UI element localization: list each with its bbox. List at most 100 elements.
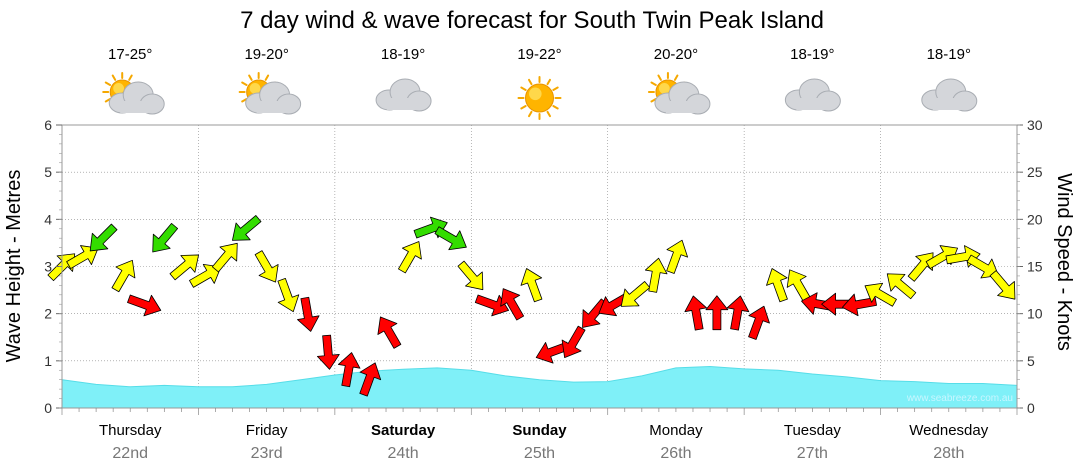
cloud-base: [665, 101, 698, 113]
sun-cloud-icon: [102, 72, 165, 115]
wind-arrow-shape: [620, 281, 651, 307]
sun-ray: [673, 74, 679, 81]
wind-arrow: [232, 215, 262, 241]
wind-arrow: [684, 295, 707, 331]
y-left-tick-label: 6: [44, 117, 52, 133]
day-label: Saturday: [371, 422, 436, 439]
wind-arrow: [359, 362, 382, 397]
wave-height-area: [61, 365, 1018, 409]
cloud-base: [256, 101, 289, 113]
wind-arrow-shape: [434, 226, 467, 251]
wind-arrow: [864, 282, 897, 307]
wind-arrow: [127, 294, 162, 317]
wind-arrow: [189, 263, 222, 288]
wind-arrow: [966, 254, 999, 279]
day-label: Sunday: [512, 422, 567, 439]
y-right-tick-label: 15: [1027, 259, 1043, 275]
sun-ray: [264, 74, 270, 81]
wind-arrow: [726, 295, 750, 331]
temperature-range: 19-20°: [244, 46, 288, 63]
wind-arrow-shape: [377, 316, 402, 349]
y-axis-right-title: Wind Speed - Knots: [1053, 173, 1075, 351]
sun-ray: [552, 86, 559, 91]
wind-arrow: [398, 241, 422, 274]
y-right-tick-label: 25: [1027, 164, 1043, 180]
y-left-tick-label: 1: [44, 353, 52, 369]
date-label: 25th: [524, 445, 555, 462]
wind-arrow-shape: [297, 296, 320, 332]
wind-arrow-shape: [89, 223, 118, 252]
wind-arrow-shape: [211, 242, 238, 273]
wind-arrow: [169, 254, 199, 281]
wind-arrow: [841, 293, 877, 317]
wind-arrow-shape: [169, 254, 199, 281]
day-label: Thursday: [99, 422, 162, 439]
sun-ray: [111, 74, 117, 81]
wind-arrow-shape: [127, 294, 162, 317]
sun-ray: [552, 105, 559, 110]
wind-arrow: [766, 268, 788, 303]
wind-arrow-shape: [500, 288, 525, 321]
wind-arrow: [666, 239, 689, 274]
sun-ray: [657, 74, 662, 81]
wind-arrow-shape: [152, 222, 179, 253]
sun-ray: [528, 110, 533, 118]
wind-arrow-shape: [520, 268, 543, 303]
y-left-tick-label: 5: [44, 164, 52, 180]
temperature-range: 18-19°: [790, 46, 834, 63]
wind-arrow: [434, 226, 467, 251]
sun-highlight: [249, 83, 261, 94]
sun-ray: [520, 105, 527, 110]
wind-arrow-shape: [726, 295, 750, 331]
sun-ray: [650, 98, 657, 103]
wind-arrow: [457, 260, 484, 291]
cloud-icon: [921, 78, 978, 112]
sun-cloud-icon: [238, 72, 302, 115]
sun-ray: [546, 110, 551, 118]
watermark: www.seabreeze.com.au: [906, 393, 1013, 404]
sun-icon: [517, 76, 562, 120]
wind-arrow: [500, 288, 525, 321]
day-label: Friday: [246, 422, 288, 439]
sun-highlight: [113, 83, 125, 94]
date-label: 23rd: [251, 445, 283, 462]
y-left-tick-label: 0: [44, 400, 52, 416]
wind-arrow-shape: [398, 241, 422, 274]
wind-arrow: [705, 295, 729, 331]
wind-arrow: [644, 257, 668, 293]
wind-arrow: [337, 352, 361, 388]
temperature-range: 18-19°: [381, 46, 425, 63]
wind-arrow-shape: [684, 295, 707, 331]
cloud-base: [796, 98, 829, 110]
wind-arrow-shape: [316, 334, 340, 370]
wind-arrow-shape: [907, 252, 934, 282]
wind-arrow: [989, 270, 1016, 300]
wind-arrow-shape: [337, 352, 361, 388]
cloud-base: [932, 98, 965, 110]
date-label: 28th: [933, 445, 964, 462]
wind-arrow: [377, 316, 402, 349]
wind-arrow-shape: [705, 295, 729, 331]
day-label: Wednesday: [909, 422, 988, 439]
wind-arrow-shape: [232, 215, 262, 241]
chart-title: 7 day wind & wave forecast for South Twi…: [240, 7, 824, 34]
wind-arrow-shape: [644, 257, 668, 293]
wind-arrow-shape: [989, 270, 1016, 300]
sun-ray: [546, 78, 551, 86]
cloud-base: [387, 98, 420, 110]
wind-arrow-shape: [189, 263, 222, 288]
sun-highlight: [529, 87, 542, 101]
y-left-tick-label: 4: [44, 211, 52, 227]
date-label: 27th: [797, 445, 828, 462]
wind-arrow-shape: [561, 325, 586, 358]
y-left-tick-label: 3: [44, 259, 52, 275]
sun-highlight: [658, 83, 670, 94]
day-label: Tuesday: [784, 422, 841, 439]
sun-ray: [650, 81, 657, 86]
temperature-range: 18-19°: [927, 46, 971, 63]
wind-arrow-shape: [254, 250, 279, 283]
wind-arrow: [297, 296, 320, 332]
wind-arrow: [907, 252, 934, 282]
day-label: Monday: [649, 422, 703, 439]
